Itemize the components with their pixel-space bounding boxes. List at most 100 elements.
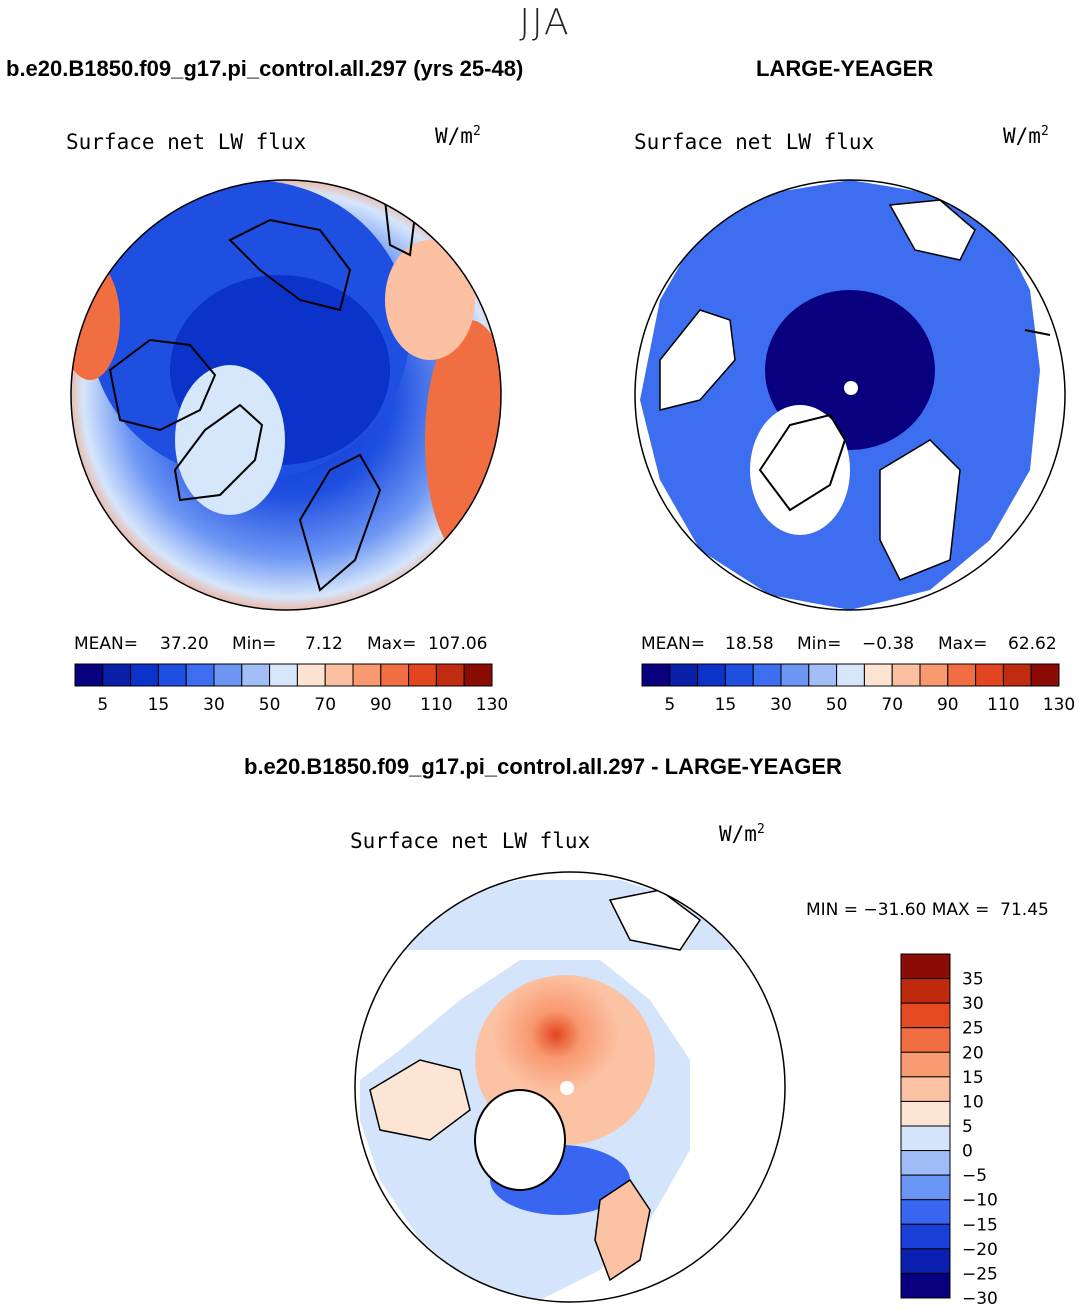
diff-colorbar-tick-label: 35 <box>962 970 984 990</box>
panel2-colorbar-box <box>724 663 754 687</box>
panel2-greenland-outline <box>758 413 847 512</box>
panel2-map-border <box>634 179 1066 611</box>
panel2-mean-label: MEAN= <box>641 634 705 654</box>
panel1-colorbar-box <box>102 663 132 687</box>
diff-minmax: MIN = −31.60 MAX = 71.45 <box>806 900 1049 920</box>
diff-colorbar-box <box>900 1100 951 1127</box>
panel2-land-northeast <box>888 199 976 261</box>
diff-colorbar-tick-label: −30 <box>962 1289 998 1309</box>
diff-colorbar-tick-label: 10 <box>962 1092 984 1112</box>
panel1-colorbar-tick-label: 90 <box>370 695 392 715</box>
panel2-colorbar-box <box>947 663 977 687</box>
diff-greenland-land <box>474 1089 566 1191</box>
panel1-colorbar-box <box>241 663 271 687</box>
panel1-colorbar-tick-label: 30 <box>203 695 225 715</box>
panel1-colorbar-tick-label: 110 <box>420 695 452 715</box>
panel2-colorbar-box <box>836 663 865 687</box>
panel2-colorbar-box <box>641 663 671 687</box>
panel2-units: W/m2 <box>1003 124 1049 148</box>
panel1-map-border <box>70 179 502 611</box>
panel2-colorbar-box <box>752 663 782 687</box>
diff-colorbar-box <box>900 1199 951 1225</box>
panel2-greenland-land <box>750 405 850 535</box>
panel1-archipelago-outline <box>108 338 217 432</box>
panel1-colorbar-box <box>157 663 187 687</box>
panel2-mean-value: 18.58 <box>725 634 774 654</box>
panel1-field-warm-ne <box>385 240 475 360</box>
diff-colorbar-tick-label: −25 <box>962 1264 998 1284</box>
diff-colorbar-box <box>900 953 951 980</box>
diff-colorbar-tick-label: −5 <box>962 1166 987 1186</box>
diff-colorbar-tick-label: −10 <box>962 1191 998 1211</box>
panel1-colorbar-tick-label: 70 <box>314 695 336 715</box>
diff-colorbar-box <box>900 1248 951 1274</box>
diff-land-west <box>369 1059 471 1141</box>
panel1-colorbar-tick-label: 15 <box>148 695 170 715</box>
panel2-colorbar-tick-label: 5 <box>664 695 675 715</box>
panel1-min-label: Min= <box>232 634 277 654</box>
panel2-colorbar-tick-label: 130 <box>1043 695 1075 715</box>
diff-colorbar-tick-label: −15 <box>962 1215 998 1235</box>
panel2-colorbar-tick-label: 90 <box>937 695 959 715</box>
season-title: JJA <box>519 2 571 43</box>
panel2-colorbar-box <box>780 663 810 687</box>
diff-run-title: b.e20.B1850.f09_g17.pi_control.all.297 -… <box>244 754 842 779</box>
panel2-colorbar-box <box>1002 663 1032 687</box>
panel1-map <box>71 180 501 610</box>
panel1-variable-title: Surface net LW flux <box>66 130 307 154</box>
panel1-colorbar: 5 15 30 50 70 90 110 130 <box>74 663 508 715</box>
panel2-colorbar-box <box>975 663 1004 687</box>
panel2-colorbar-tick-label: 15 <box>715 695 737 715</box>
panel2-colorbar-box <box>697 663 726 687</box>
panel1-mean-value: 37.20 <box>160 634 209 654</box>
diff-colorbar-tick-label: 15 <box>962 1068 984 1088</box>
panel1-colorbar-box <box>324 663 354 687</box>
panel1-colorbar-tick-label: 50 <box>259 695 281 715</box>
diff-colorbar-box <box>900 1272 951 1299</box>
diff-colorbar-box <box>900 1150 951 1176</box>
panel1-colorbar-box <box>408 663 437 687</box>
panel1-scandinavia-outline <box>298 453 382 592</box>
diff-map-border <box>354 871 786 1303</box>
panel2-colorbar-tick-label: 30 <box>770 695 792 715</box>
panel2-colorbar-tick-label: 70 <box>881 695 903 715</box>
panel2-colorbar-box <box>919 663 949 687</box>
diff-field-north-band <box>370 880 760 950</box>
diff-colorbar-tick-label: −20 <box>962 1240 998 1260</box>
panel1-units: W/m2 <box>435 124 481 148</box>
diff-colorbar-tick-label: 5 <box>962 1117 973 1137</box>
diff-land-europe <box>594 1178 651 1282</box>
diff-colorbar-box <box>900 1125 951 1152</box>
panel1-colorbar-box <box>269 663 298 687</box>
diff-colorbar-box <box>900 1076 951 1102</box>
panel1-colorbar-box <box>352 663 382 687</box>
diff-colorbar-tick-label: 30 <box>962 994 984 1014</box>
panel2-variable-title: Surface net LW flux <box>634 130 875 154</box>
diff-colorbar-box <box>900 1002 951 1029</box>
panel1-colorbar-box <box>435 663 465 687</box>
panel1-min-value: 7.12 <box>305 634 343 654</box>
panel1-colorbar-box <box>463 663 493 687</box>
panel2-colorbar: 5 15 30 50 70 90 110 130 <box>641 663 1075 715</box>
panel1-field-warm-west <box>71 260 120 380</box>
panel1-greenland-outline <box>173 403 264 502</box>
panel1-colorbar-box <box>185 663 215 687</box>
diff-units: W/m2 <box>719 822 765 846</box>
panel2-colorbar-box <box>1030 663 1060 687</box>
panel1-colorbar-box <box>380 663 410 687</box>
panel2-colorbar-box <box>669 663 699 687</box>
panel2-max-label: Max= <box>938 634 988 654</box>
diff-pole-marker <box>560 1081 574 1095</box>
diff-variable-title: Surface net LW flux <box>350 829 591 853</box>
panel2-colorbar-box <box>808 663 838 687</box>
panel1-colorbar-box <box>74 663 104 687</box>
panel1-max-label: Max= <box>367 634 417 654</box>
panel2-max-value: 62.62 <box>1008 634 1057 654</box>
panel1-max-value: 107.06 <box>428 634 488 654</box>
diff-colorbar-tick-label: 20 <box>962 1043 984 1063</box>
panel2-min-label: Min= <box>797 634 842 654</box>
panel2-colorbar-tick-label: 50 <box>826 695 848 715</box>
panel2-coast-segment <box>1024 329 1051 336</box>
panel2-min-value: −0.38 <box>862 634 915 654</box>
